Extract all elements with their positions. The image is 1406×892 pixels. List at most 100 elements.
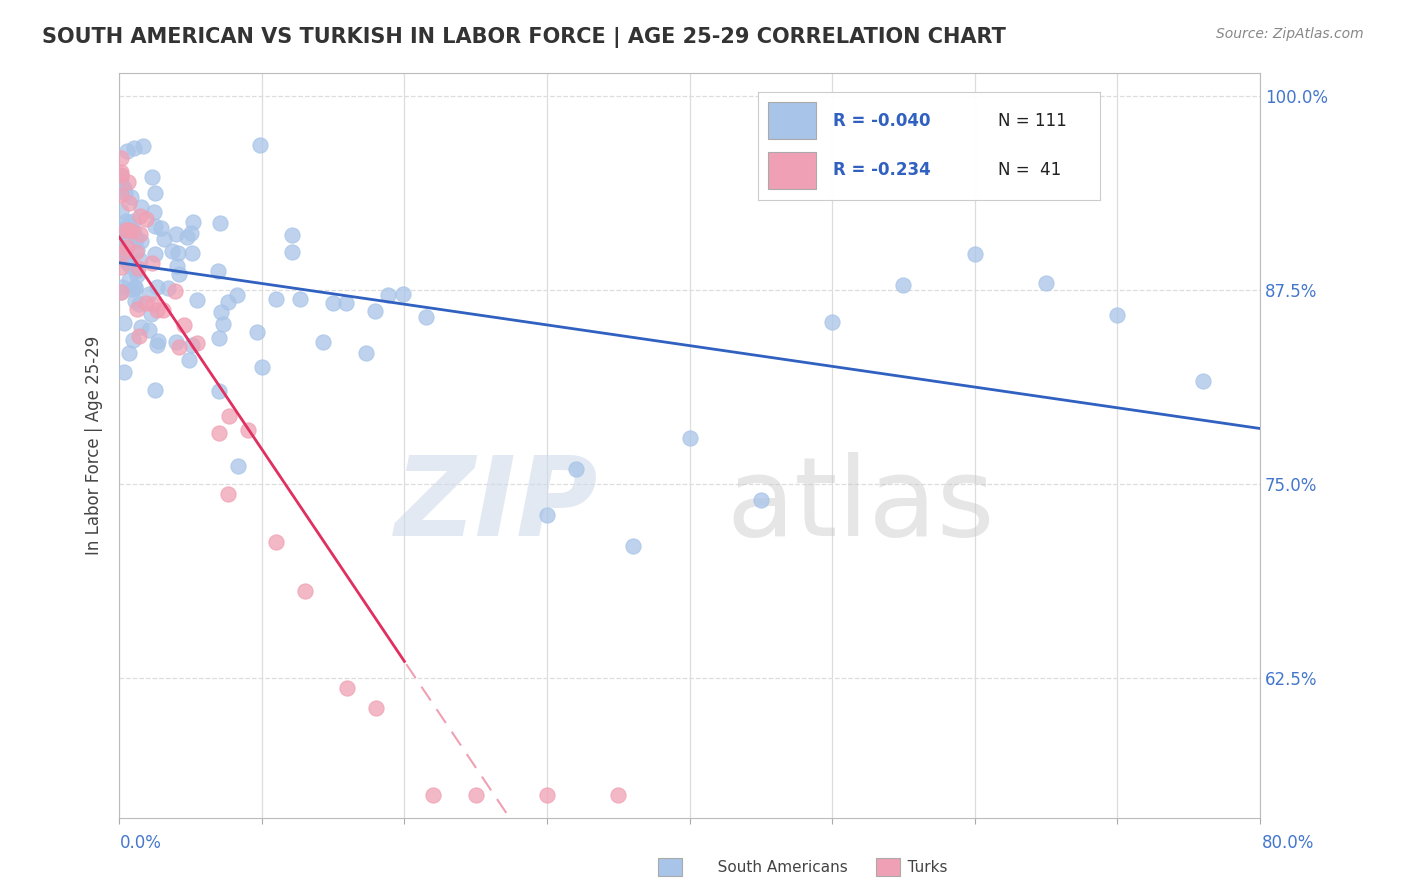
Point	[115, 223, 138, 237]
Point	[110, 165, 132, 179]
Point	[180, 226, 202, 240]
Point	[125, 268, 148, 282]
Point	[415, 310, 437, 325]
Point	[236, 423, 259, 437]
Point	[621, 539, 644, 553]
Point	[118, 346, 141, 360]
Point	[226, 458, 249, 473]
Point	[115, 240, 138, 254]
Point	[166, 259, 188, 273]
Point	[354, 345, 377, 359]
Point	[110, 169, 132, 183]
Text: atlas: atlas	[727, 451, 995, 558]
Point	[212, 318, 235, 332]
Point	[165, 227, 187, 241]
Point	[145, 186, 167, 201]
Point	[125, 302, 148, 317]
Point	[607, 788, 630, 802]
Point	[335, 296, 357, 310]
Text: Source: ZipAtlas.com: Source: ZipAtlas.com	[1216, 27, 1364, 41]
Point	[118, 259, 141, 273]
Point	[146, 334, 169, 348]
Point	[312, 334, 335, 349]
Point	[110, 224, 132, 238]
Point	[122, 333, 145, 347]
Point	[181, 245, 204, 260]
Point	[208, 331, 231, 345]
Point	[177, 352, 200, 367]
Point	[124, 281, 146, 295]
Point	[377, 288, 399, 302]
Point	[146, 338, 169, 352]
Point	[129, 200, 152, 214]
Point	[166, 245, 188, 260]
Point	[176, 230, 198, 244]
Point	[129, 234, 152, 248]
Point	[1035, 277, 1057, 291]
Point	[893, 278, 915, 293]
Point	[294, 583, 316, 598]
Point	[124, 294, 146, 309]
Text: 80.0%: 80.0%	[1263, 834, 1315, 852]
Point	[122, 224, 145, 238]
Point	[117, 175, 139, 189]
Point	[181, 215, 204, 229]
Point	[157, 281, 180, 295]
Point	[249, 138, 271, 153]
Point	[125, 231, 148, 245]
Point	[209, 305, 232, 319]
Point	[118, 196, 141, 211]
Point	[110, 244, 132, 259]
Point	[114, 219, 136, 234]
Point	[115, 144, 138, 158]
Point	[127, 243, 149, 257]
Point	[142, 205, 165, 219]
Point	[165, 334, 187, 349]
Point	[124, 279, 146, 293]
Text: ZIP: ZIP	[395, 451, 599, 558]
Point	[110, 178, 132, 193]
Point	[125, 233, 148, 247]
Point	[536, 508, 558, 523]
Point	[145, 279, 167, 293]
Point	[112, 245, 135, 260]
Y-axis label: In Labor Force | Age 25-29: In Labor Force | Age 25-29	[86, 335, 103, 555]
Point	[143, 219, 166, 233]
Point	[129, 253, 152, 268]
Point	[167, 340, 190, 354]
Point	[118, 218, 141, 232]
Point	[129, 209, 152, 223]
Point	[167, 267, 190, 281]
Point	[208, 426, 231, 441]
Point	[115, 255, 138, 269]
Point	[111, 280, 134, 294]
Point	[264, 292, 287, 306]
Point	[564, 461, 586, 475]
Point	[226, 288, 249, 302]
Point	[114, 214, 136, 228]
Point	[264, 534, 287, 549]
Point	[207, 264, 229, 278]
Point	[139, 307, 162, 321]
Point	[180, 338, 202, 352]
Point	[110, 240, 132, 254]
Point	[280, 244, 302, 259]
Point	[141, 169, 163, 184]
Point	[145, 383, 167, 397]
Point	[250, 359, 273, 374]
Point	[112, 181, 135, 195]
Point	[143, 247, 166, 261]
Point	[114, 224, 136, 238]
Point	[1192, 374, 1215, 388]
Point	[127, 260, 149, 275]
Point	[135, 212, 157, 227]
Point	[173, 318, 195, 333]
Text: 0.0%: 0.0%	[120, 834, 162, 852]
Point	[145, 302, 167, 317]
Point	[163, 284, 186, 298]
Point	[464, 788, 486, 802]
Point	[128, 297, 150, 311]
Point	[112, 250, 135, 264]
Text: SOUTH AMERICAN VS TURKISH IN LABOR FORCE | AGE 25-29 CORRELATION CHART: SOUTH AMERICAN VS TURKISH IN LABOR FORCE…	[42, 27, 1007, 48]
Point	[322, 295, 344, 310]
